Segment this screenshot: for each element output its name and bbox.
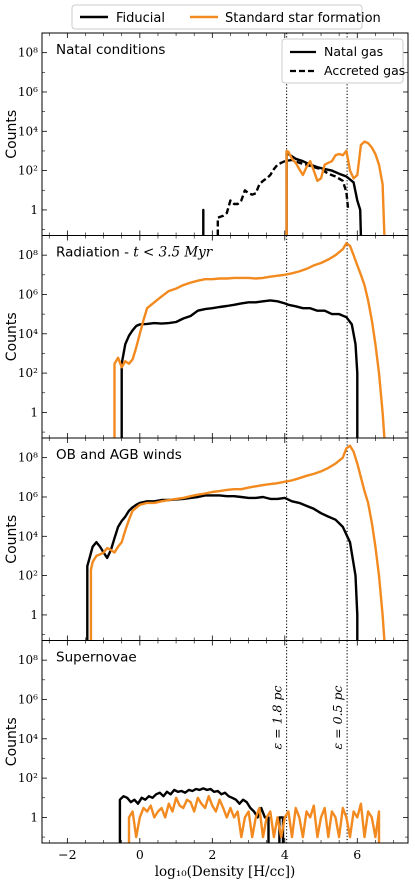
- y-tick-label: 10²: [18, 771, 38, 785]
- series-standard-line: [89, 444, 386, 641]
- series-standard-line: [285, 140, 386, 236]
- resolution-label-1: ε = 1.8 pc: [270, 686, 285, 750]
- series-group: [86, 444, 386, 641]
- panel-3: 1 10² 10⁴ 10⁶ 10⁸ OB and AGB winds Counts: [4, 437, 409, 641]
- x-tick-label: 6: [353, 847, 361, 862]
- natal-legend: Natal gas Accreted gas: [281, 38, 405, 84]
- y-axis-label: Counts: [4, 312, 20, 361]
- x-axis-label: log₁₀(Density [H/cc]): [155, 864, 296, 880]
- panel-frame: [41, 640, 409, 844]
- x-tick-label: 2: [208, 847, 216, 862]
- resolution-label-2: ε = 0.5 pc: [330, 686, 345, 750]
- top-legend: Fiducial Standard star formation: [71, 4, 381, 30]
- y-tick-label: 1: [30, 203, 38, 217]
- panel-title-math: t < 3.5 Myr: [133, 245, 214, 261]
- natal-legend-label-2: Accreted gas: [324, 63, 405, 78]
- series-fiducial-line: [285, 151, 363, 236]
- legend-standard-label: Standard star formation: [225, 11, 381, 26]
- y-tick-label: 10⁶: [18, 490, 38, 504]
- panel-title: OB and AGB winds: [56, 447, 182, 463]
- y-tick-label: 10⁴: [18, 124, 38, 138]
- y-tick-label: 10²: [18, 164, 38, 178]
- y-tick-label: 10⁶: [18, 85, 38, 99]
- y-tick-label: 10⁸: [18, 653, 38, 667]
- panel-title: Radiation - t < 3.5 Myr: [56, 245, 214, 261]
- legend-fiducial-label: Fiducial: [116, 11, 165, 26]
- series-fiducial-line: [86, 494, 359, 641]
- series-fiducial-accreted-line: [216, 158, 350, 236]
- y-tick-label: 10⁶: [18, 287, 38, 301]
- y-axis-label: Counts: [4, 717, 20, 766]
- y-tick-label: 10⁴: [18, 732, 38, 746]
- panel-frame: [41, 437, 409, 641]
- panel-title: Natal conditions: [56, 42, 165, 58]
- series-group: [113, 242, 386, 438]
- natal-legend-label-1: Natal gas: [324, 44, 383, 59]
- x-tick-label: 4: [281, 847, 289, 862]
- panel-title: Supernovae: [56, 650, 137, 666]
- series-group: [202, 140, 386, 236]
- y-tick-label: 10⁴: [18, 529, 38, 543]
- y-tick-label: 10⁶: [18, 692, 38, 706]
- series-fiducial-line: [120, 299, 359, 438]
- y-axis-label: Counts: [4, 110, 20, 159]
- series-standard-line: [127, 795, 381, 843]
- y-tick-label: 10²: [18, 366, 38, 380]
- y-tick-label: 1: [30, 810, 38, 824]
- y-tick-label: 1: [30, 405, 38, 419]
- y-tick-label: 10⁸: [18, 451, 38, 465]
- panel-1: 1 10² 10⁴ 10⁶ 10⁸ Natal conditions Counts Natal…: [4, 32, 409, 236]
- y-tick-label: 10⁸: [18, 46, 38, 60]
- series-group: [118, 787, 381, 843]
- y-tick-label: 10²: [18, 569, 38, 583]
- y-tick-label: 1: [30, 608, 38, 622]
- series-standard-line: [113, 242, 386, 438]
- panel-4: 1 10² 10⁴ 10⁶ 10⁸ Supernovae Counts ε = 1.8 pc ε…: [4, 640, 409, 844]
- y-tick-label: 10⁴: [18, 327, 38, 341]
- x-tick-label: 0: [136, 847, 144, 862]
- series-fiducial-line: [118, 787, 270, 843]
- panel-2: 1 10² 10⁴ 10⁶ 10⁸ Radiation - t < 3.5 Myr Coun…: [4, 235, 409, 439]
- x-tick-label: −2: [58, 847, 76, 862]
- y-axis-label: Counts: [4, 515, 20, 564]
- y-tick-label: 10⁸: [18, 248, 38, 262]
